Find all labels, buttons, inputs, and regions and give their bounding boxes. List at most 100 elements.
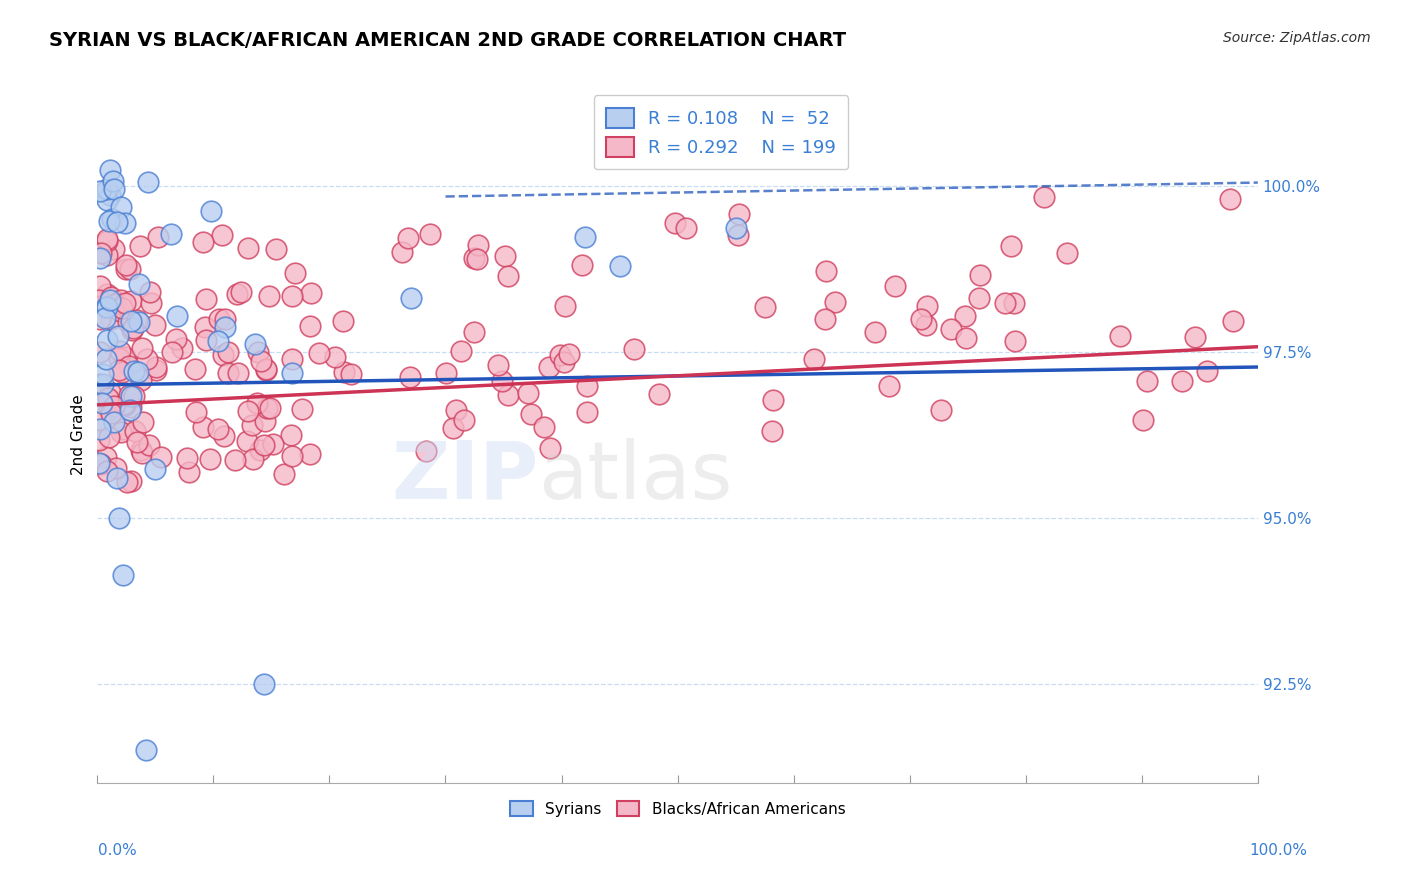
Point (226, 287, 249, 301)
Point (103, 174, 125, 188)
Point (1056, 246, 1078, 260)
Point (467, 252, 489, 266)
Point (90, 245, 112, 260)
Point (124, 364, 146, 378)
Point (94, 352, 117, 367)
Point (96, 248, 118, 262)
Point (240, 417, 263, 432)
Point (191, 235, 214, 249)
Point (114, 295, 136, 310)
Point (917, 299, 939, 313)
Point (332, 314, 354, 328)
Point (1004, 334, 1026, 349)
Point (129, 373, 152, 387)
Point (877, 378, 900, 392)
Point (96, 232, 118, 246)
Point (623, 342, 645, 356)
Point (150, 450, 173, 465)
Point (340, 368, 363, 382)
Point (550, 348, 572, 362)
Point (803, 352, 825, 367)
Point (93, 311, 115, 326)
Point (104, 297, 127, 311)
Point (98, 430, 121, 444)
Point (284, 266, 307, 280)
Point (299, 285, 322, 300)
Point (131, 341, 153, 355)
Point (647, 386, 669, 401)
Point (675, 221, 697, 235)
Point (247, 345, 270, 359)
Point (664, 216, 686, 230)
Point (214, 311, 236, 326)
Point (257, 289, 280, 303)
Point (953, 309, 976, 323)
Point (254, 414, 277, 428)
Point (236, 403, 259, 417)
Point (183, 362, 205, 376)
Point (103, 182, 125, 196)
Point (121, 323, 143, 337)
Point (96, 464, 118, 478)
Point (332, 365, 354, 379)
Point (1033, 190, 1056, 204)
Point (98, 213, 121, 227)
Point (281, 289, 304, 303)
Point (214, 320, 236, 334)
Point (814, 311, 837, 326)
Point (444, 403, 467, 417)
Point (97, 391, 120, 405)
Point (298, 319, 321, 334)
Point (236, 434, 259, 448)
Point (450, 344, 472, 359)
Point (108, 344, 131, 359)
Point (1132, 413, 1154, 427)
Point (108, 351, 131, 365)
Point (91, 396, 114, 410)
Point (160, 227, 183, 241)
Point (434, 366, 457, 380)
Point (884, 278, 907, 293)
Point (91, 368, 114, 382)
Point (200, 204, 222, 219)
Point (96, 287, 118, 301)
Point (537, 360, 560, 375)
Text: SYRIAN VS BLACK/AFRICAN AMERICAN 2ND GRADE CORRELATION CHART: SYRIAN VS BLACK/AFRICAN AMERICAN 2ND GRA… (49, 31, 846, 50)
Legend: Syrians, Blacks/African Americans: Syrians, Blacks/African Americans (502, 793, 853, 824)
Point (98, 403, 121, 417)
Point (120, 474, 142, 488)
Point (108, 304, 131, 318)
Point (145, 360, 167, 375)
Point (107, 329, 129, 343)
Point (177, 465, 200, 479)
Point (108, 363, 131, 377)
Point (441, 421, 464, 435)
Point (138, 437, 160, 451)
Point (281, 449, 304, 463)
Point (87, 377, 110, 392)
Point (212, 348, 235, 362)
Point (100, 289, 122, 303)
Point (115, 258, 138, 272)
Point (132, 415, 155, 429)
Point (494, 249, 516, 263)
Point (280, 428, 302, 442)
Point (463, 325, 485, 339)
Point (176, 450, 198, 465)
Point (323, 350, 346, 364)
Point (143, 318, 166, 332)
Point (105, 471, 128, 485)
Point (226, 366, 249, 380)
Point (131, 446, 153, 460)
Point (727, 228, 749, 243)
Point (98, 384, 121, 399)
Point (165, 332, 187, 346)
Point (125, 435, 148, 450)
Point (250, 353, 273, 368)
Point (124, 425, 146, 439)
Point (96, 194, 118, 208)
Text: atlas: atlas (538, 437, 733, 516)
Point (609, 260, 631, 274)
Point (254, 362, 277, 376)
Point (103, 415, 125, 429)
